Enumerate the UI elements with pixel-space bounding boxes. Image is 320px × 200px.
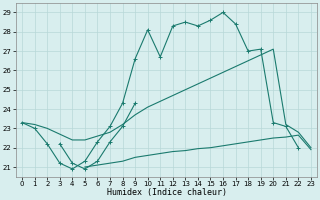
X-axis label: Humidex (Indice chaleur): Humidex (Indice chaleur)	[107, 188, 227, 197]
